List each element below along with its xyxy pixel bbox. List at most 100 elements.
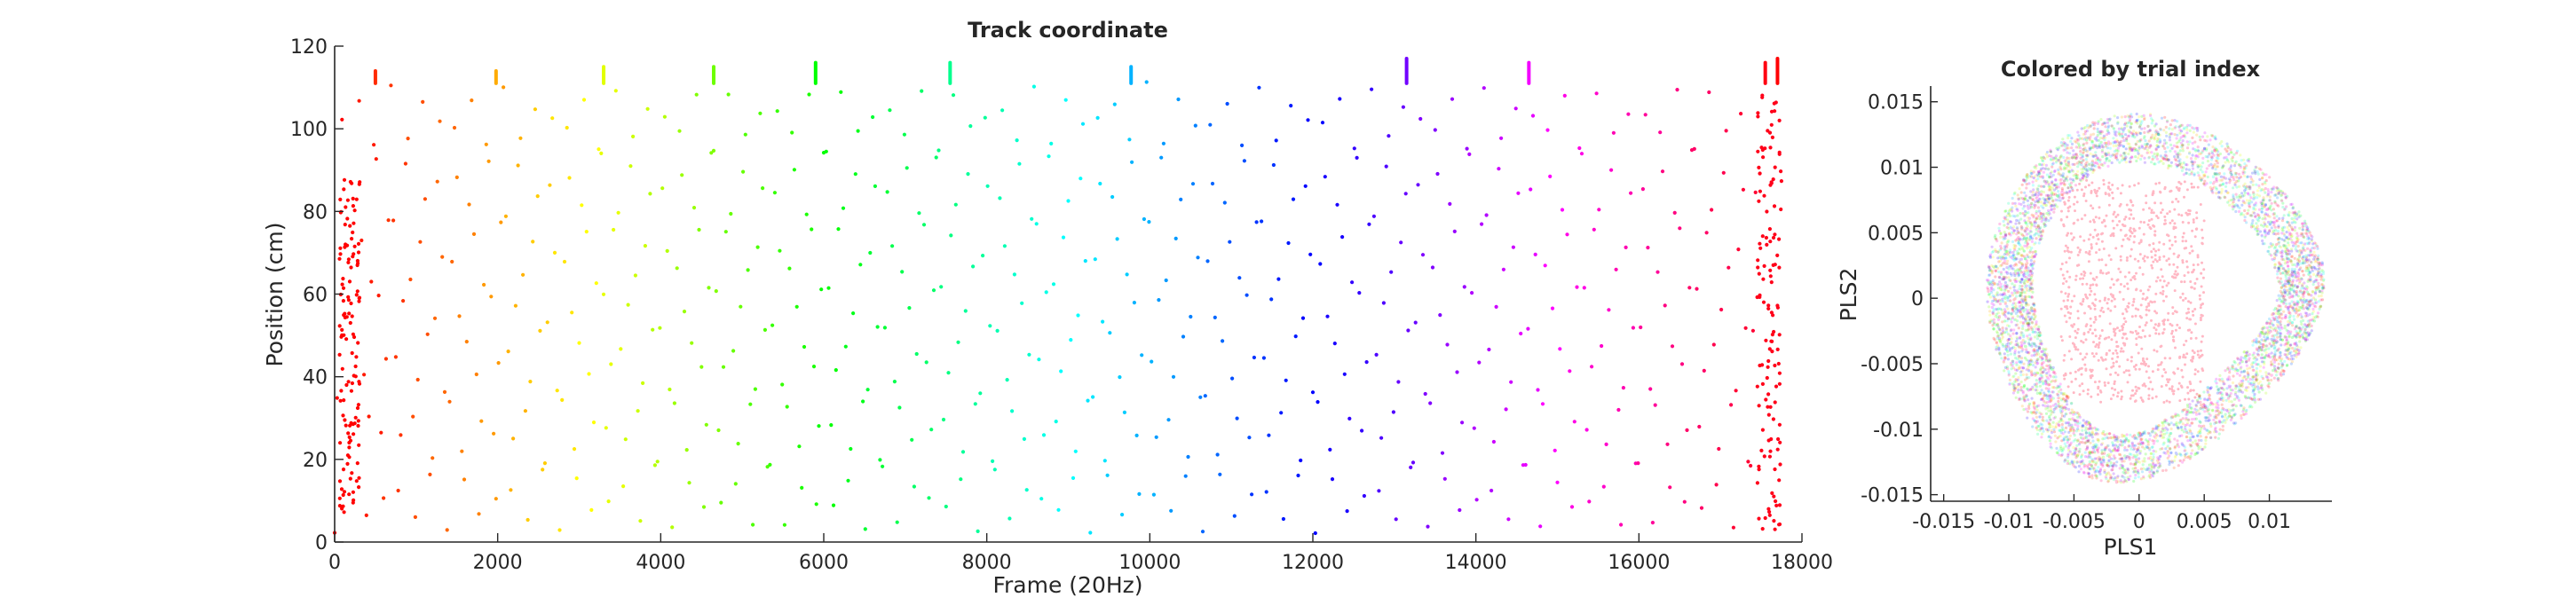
chart1-point-series-bucket [1467, 86, 1494, 502]
chart1-point-series-bucket [454, 98, 481, 516]
chart2-point-series-bucket [1993, 118, 2325, 475]
chart1-point-series-bucket [1587, 91, 1614, 504]
chart2-points [1985, 112, 2326, 484]
chart2-point-series-bucket [2002, 116, 2324, 475]
chart1-point-series-bucket [406, 99, 432, 519]
chart2-point-series-bucket [1987, 120, 2325, 477]
chart2-point-series-bucket [1988, 115, 2321, 483]
chart1-point-series-bucket [1130, 80, 1157, 497]
chart2-point-series-bucket [1992, 117, 2326, 470]
chart1-point-series-bucket [1562, 93, 1589, 509]
chart2-point-series-bucket [1986, 113, 2320, 480]
chart2-x-tick-label: -0.015 [1912, 511, 1975, 533]
chart2-point-series-bucket [1995, 121, 2326, 479]
chart2-point-series-bucket [1989, 124, 2304, 484]
chart1-point-series-bucket [1299, 118, 1325, 536]
chart1-point-series-bucket [1685, 90, 1711, 510]
chart2-xlabel: PLS1 [2104, 534, 2158, 560]
chart1-point-series-bucket [525, 107, 552, 523]
chart1-point-series-bucket [768, 109, 794, 527]
chart1-point-series-bucket [1731, 112, 1758, 530]
chart1-point-series-bucket [841, 129, 865, 483]
chart2-center-points [2059, 178, 2206, 404]
chart1-point-series-bucket [888, 108, 914, 524]
chart2-point-series-bucket [1986, 117, 2324, 481]
chart2-x-tick-label: 0.005 [2177, 511, 2232, 533]
chart2-point-series-bucket [1987, 115, 2325, 479]
chart1-point-series-bucket [1080, 115, 1107, 535]
chart1-title: Track coordinate [968, 18, 1168, 43]
chart1-point-series-bucket [817, 90, 843, 507]
chart1-x-tick-label: 18000 [1771, 552, 1833, 574]
chart1-point-series-bucket [431, 119, 457, 532]
chart1-point-series-bucket [623, 106, 650, 523]
chart1-point-series-bucket [1710, 129, 1734, 487]
track-coordinate-chart: Track coordinate 0 2000 4000 6000 8000 10000 1… [262, 18, 1833, 598]
chart1-point-series-bucket [648, 114, 675, 530]
chart2-axes: -0.015 -0.01 -0.005 0 0.005 0.01 -0.015 -0.01 -0… [1861, 86, 2332, 533]
chart1-point-series-bucket [792, 92, 818, 507]
chart2-y-tick-label: 0.015 [1868, 92, 1924, 114]
chart1-point-series-bucket [694, 92, 721, 509]
chart2-point-series-bucket [1990, 116, 2324, 481]
chart1-x-tick-label: 4000 [636, 552, 685, 574]
chart1-point-series-bucket [1371, 134, 1396, 493]
chart2-point-series-bucket [1990, 118, 2326, 479]
chart2-x-tick-label: 0.01 [2248, 511, 2291, 533]
chart1-point-series-bucket [743, 111, 770, 527]
chart1-point-series-bucket [1636, 113, 1663, 525]
chart2-point-series-bucket [1987, 114, 2326, 483]
chart2-point-series-bucket [1991, 116, 2311, 480]
chart1-y-tick-label: 120 [290, 36, 328, 59]
chart2-point-series-bucket [1987, 125, 2321, 482]
chart2-y-tick-label: -0.005 [1861, 354, 1924, 376]
chart1-point-series-bucket [1200, 122, 1227, 534]
chart1-point-series-bucket [1540, 128, 1565, 484]
chart1-point-series-bucket [503, 136, 528, 492]
chart1-x-tick-label: 14000 [1445, 552, 1507, 574]
chart1-point-series-bucket [1611, 112, 1638, 527]
chart1-point-series-bucket [1491, 106, 1518, 522]
chart1-point-series-bucket [357, 98, 383, 517]
chart2-point-series-bucket [1993, 115, 2323, 483]
chart2-point-series-bucket [1988, 112, 2320, 474]
chart1-point-series-bucket [672, 129, 697, 485]
chart1-point-series-bucket [382, 83, 408, 500]
chart1-x-tick-label: 12000 [1282, 552, 1344, 574]
chart1-point-series-bucket [985, 108, 1012, 521]
chart1-point-series-bucket [1031, 84, 1058, 501]
chart1-xlabel: Frame (20Hz) [992, 572, 1142, 598]
chart2-point-series-bucket [1992, 122, 2325, 474]
chart1-point-series-bucket [1660, 88, 1687, 504]
chart2-point-series-bucket [1987, 127, 2326, 481]
chart2-title: Colored by trial index [2001, 57, 2261, 82]
chart1-points [332, 56, 1784, 536]
trial-index-chart: Colored by trial index -0.015 -0.01 -0.005… [1836, 57, 2332, 560]
chart2-point-series-bucket [1990, 113, 2323, 476]
chart1-point-series-bucket [1516, 114, 1543, 529]
chart1-point-series-bucket [1225, 101, 1252, 518]
chart1-y-tick-label: 0 [315, 532, 328, 554]
chart2-point-series-bucket [1988, 114, 2326, 478]
chart2-point-series-bucket [1988, 121, 2324, 479]
chart2-point-series-bucket [1986, 124, 2322, 479]
chart1-y-tick-label: 100 [290, 119, 328, 141]
chart2-y-tick-label: 0.01 [1880, 158, 1924, 180]
chart2-point-series-bucket [1988, 117, 2323, 481]
chart1-point-series-bucket [1010, 138, 1034, 492]
chart2-y-tick-label: -0.01 [1873, 420, 1924, 442]
chart2-y-tick-label: -0.015 [1861, 485, 1924, 507]
chart1-point-series-bucket [719, 92, 746, 505]
chart2-point-series-bucket [1987, 120, 2324, 479]
chart2-x-tick-label: -0.01 [1984, 511, 2035, 533]
chart1-y-tick-label: 40 [303, 367, 328, 389]
chart2-point-series-bucket [1987, 119, 2323, 483]
chart1-point-series-bucket [1179, 123, 1203, 478]
chart2-x-tick-label: -0.005 [2043, 511, 2106, 533]
chart1-axes: 0 2000 4000 6000 8000 10000 12000 14000 16000 180… [290, 36, 1833, 574]
chart2-y-tick-label: 0 [1911, 288, 1924, 310]
chart2-point-series-bucket [1988, 115, 2321, 474]
chart1-point-series-bucket [960, 115, 987, 533]
chart1-y-tick-label: 80 [303, 201, 328, 224]
